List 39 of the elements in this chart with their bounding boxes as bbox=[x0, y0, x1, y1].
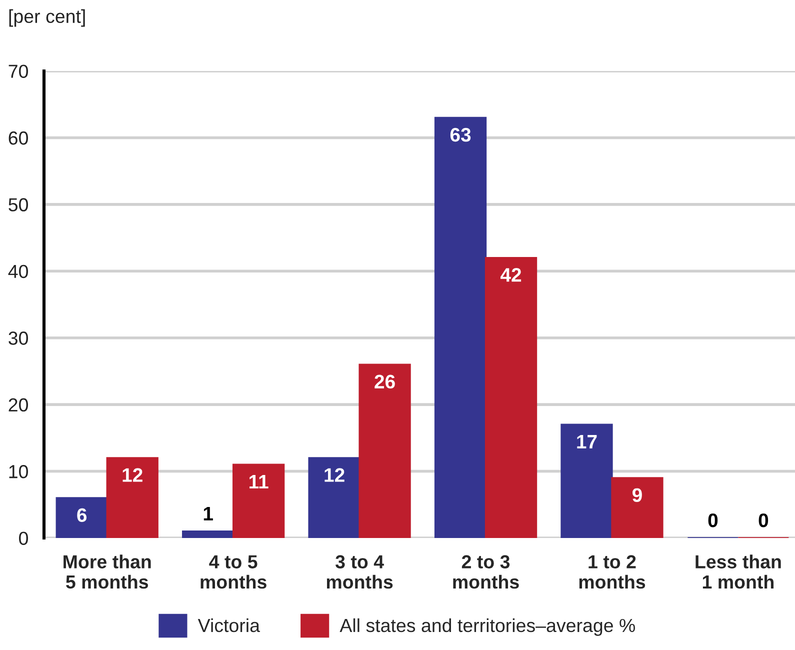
x-tick-label: Less than 1 month bbox=[696, 554, 781, 589]
bar bbox=[358, 364, 411, 538]
data-label: 12 bbox=[122, 468, 142, 482]
x-tick-label: 2 to 3 months bbox=[453, 555, 519, 589]
x-tick-label: 3 to 4 months bbox=[326, 555, 393, 589]
data-label: 42 bbox=[500, 268, 522, 282]
bar bbox=[56, 497, 108, 538]
data-label: 11 bbox=[250, 475, 268, 488]
y-tick-label: 40 bbox=[8, 264, 28, 278]
bar bbox=[611, 477, 664, 538]
bar bbox=[560, 424, 613, 538]
x-tick-label: More than 5 months bbox=[64, 554, 151, 589]
data-label: 12 bbox=[324, 468, 344, 482]
data-label: 26 bbox=[374, 374, 395, 389]
y-tick-label: 70 bbox=[8, 64, 28, 78]
y-tick-label: 0 bbox=[19, 532, 28, 545]
data-label: 17 bbox=[577, 435, 597, 448]
x-tick-label: 4 to 5 months bbox=[200, 555, 266, 589]
bar bbox=[106, 457, 158, 538]
bar bbox=[434, 116, 487, 538]
bar bbox=[232, 464, 285, 538]
x-tick-label: 1 to 2 months bbox=[579, 555, 646, 589]
y-tick-label: 50 bbox=[8, 198, 28, 212]
data-label: 6 bbox=[77, 508, 87, 522]
bar bbox=[308, 457, 360, 538]
y-tick-label: 30 bbox=[8, 332, 28, 345]
y-tick-label: 20 bbox=[8, 398, 28, 412]
y-axis-title: [per cent] bbox=[9, 9, 85, 27]
y-tick-label: 60 bbox=[8, 131, 28, 145]
bar bbox=[182, 530, 234, 538]
legend-label: All states and territories–average % bbox=[340, 618, 635, 636]
data-label: 0 bbox=[758, 513, 768, 528]
data-label: 1 bbox=[204, 506, 213, 520]
legend-label: Victoria bbox=[198, 618, 260, 632]
bar bbox=[484, 256, 538, 538]
y-tick-label: 10 bbox=[9, 464, 28, 478]
data-label: 0 bbox=[708, 513, 718, 528]
data-label: 9 bbox=[632, 488, 642, 502]
data-label: 63 bbox=[450, 128, 471, 142]
